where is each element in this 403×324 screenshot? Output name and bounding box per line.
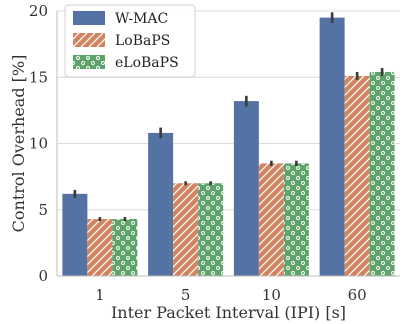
legend-swatch — [73, 11, 105, 25]
bar-lobaps-10 — [258, 163, 284, 276]
bars-group — [62, 17, 395, 276]
y-tick-labels: 0 5 10 15 20 — [29, 2, 48, 285]
bar-w-mac-60 — [319, 17, 345, 276]
legend: W-MAC LoBaPS eLoBaPS — [64, 4, 196, 78]
bar-w-mac-10 — [233, 101, 259, 276]
y-tick-label: 0 — [38, 267, 48, 285]
bar-lobaps-60 — [344, 75, 370, 276]
y-axis-label: Control Overhead [%] — [9, 55, 28, 233]
bar-elobaps-60 — [369, 71, 395, 276]
x-tick-labels: 1 5 10 60 — [95, 286, 367, 304]
x-axis-label: Inter Packet Interval (IPI) [s] — [111, 303, 346, 322]
x-tick-label: 5 — [181, 286, 191, 304]
bar-lobaps-1 — [87, 219, 113, 276]
legend-swatch — [73, 33, 105, 47]
x-tick-label: 60 — [348, 286, 367, 304]
bar-lobaps-5 — [173, 183, 199, 276]
y-tick-label: 10 — [29, 135, 48, 153]
bar-elobaps-10 — [283, 163, 309, 276]
bar-elobaps-1 — [112, 219, 138, 276]
error-bars-group — [73, 12, 384, 222]
bar-w-mac-5 — [148, 132, 174, 276]
legend-swatch — [73, 55, 105, 69]
legend-label: W-MAC — [115, 11, 168, 27]
x-tick-label: 10 — [262, 286, 281, 304]
bar-w-mac-1 — [62, 193, 88, 276]
legend-label: eLoBaPS — [115, 55, 179, 71]
y-tick-label: 5 — [38, 201, 48, 219]
y-tick-label: 20 — [29, 2, 48, 20]
x-tick-label: 1 — [95, 286, 105, 304]
y-tick-label: 15 — [29, 68, 48, 86]
legend-label: LoBaPS — [115, 33, 170, 49]
axes — [56, 11, 400, 277]
bar-elobaps-5 — [198, 183, 224, 276]
